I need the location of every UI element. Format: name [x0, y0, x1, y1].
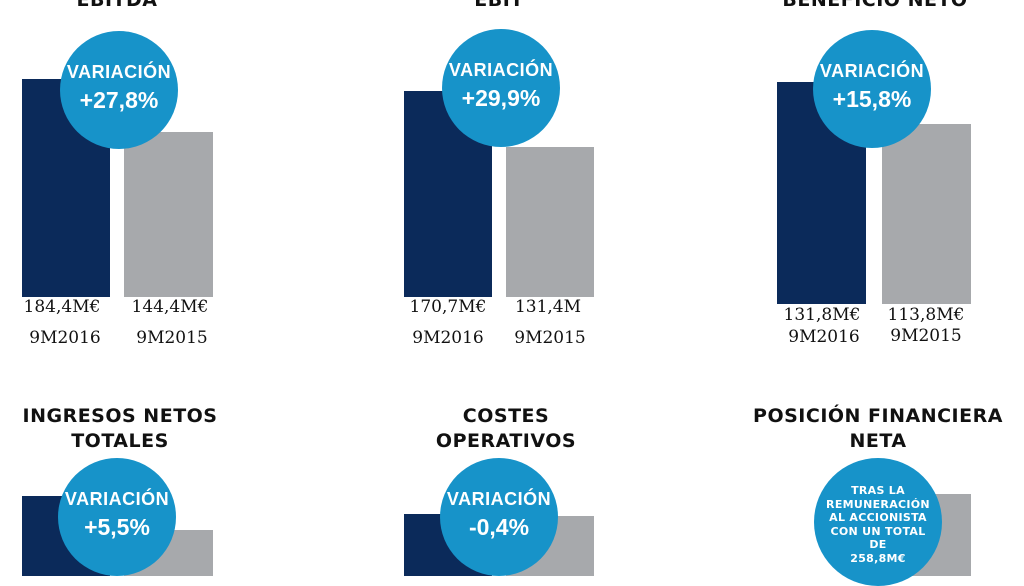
chart-title-line: NETA — [849, 430, 907, 452]
variation-label: VARIACIÓN — [446, 489, 552, 509]
category-label: 9M2015 — [502, 328, 598, 348]
bar-9m2015 — [882, 124, 971, 304]
note-line: TRAS LA — [851, 484, 905, 497]
category-label: 9M2015 — [124, 328, 220, 348]
note-line: CON UN TOTAL DE — [830, 524, 926, 552]
variation-label: VARIACIÓN — [819, 61, 925, 81]
bar-value-label: 170,7M€ — [400, 297, 496, 317]
chart-title-line: INGRESOS NETOS — [22, 405, 218, 427]
note-line: REMUNERACIÓN — [826, 497, 930, 511]
variation-badge: VARIACIÓN +5,5% — [58, 458, 176, 576]
bar-9m2015 — [506, 147, 594, 301]
variation-label: VARIACIÓN — [64, 489, 170, 509]
variation-value: +27,8% — [79, 87, 159, 113]
chart-title: INGRESOS NETOS TOTALES — [10, 404, 230, 454]
note-text: TRAS LA REMUNERACIÓN AL ACCIONISTA CON U… — [814, 484, 942, 565]
variation-value: +5,5% — [84, 514, 150, 540]
bar-value-label: 113,8M€ — [878, 305, 974, 325]
chart-title-line: POSICIÓN FINANCIERA — [753, 405, 1003, 427]
note-line: AL ACCIONISTA — [829, 511, 927, 524]
variation-value: +15,8% — [832, 86, 912, 112]
variation-label: VARIACIÓN — [66, 62, 172, 82]
category-label: 9M2016 — [400, 328, 496, 348]
category-label: 9M2015 — [878, 326, 974, 346]
bar-value-label: 144,4M€ — [122, 297, 218, 317]
variation-badge: VARIACIÓN +29,9% — [442, 29, 560, 147]
chart-title: BENEFICIO NETO — [782, 0, 968, 11]
variation-badge: VARIACIÓN -0,4% — [440, 458, 558, 576]
chart-title: POSICIÓN FINANCIERA NETA — [745, 404, 1011, 454]
variation-badge: VARIACIÓN +15,8% — [813, 30, 931, 148]
variation-badge: VARIACIÓN +27,8% — [60, 31, 178, 149]
category-label: 9M2016 — [776, 327, 872, 347]
chart-title: EBITDA — [76, 0, 158, 11]
variation-value: -0,4% — [468, 514, 530, 540]
bar-9m2015 — [124, 132, 213, 304]
category-label: 9M2016 — [17, 328, 113, 348]
chart-title: EBIT — [474, 0, 524, 11]
chart-title-line: TOTALES — [71, 430, 169, 452]
note-line: 258,8M€ — [850, 551, 906, 565]
chart-title-line: COSTES — [462, 405, 550, 427]
bar-value-label: 184,4M€ — [14, 297, 110, 317]
variation-label: VARIACIÓN — [448, 60, 554, 80]
chart-title-line: OPERATIVOS — [435, 430, 577, 452]
bar-value-label: 131,4M — [500, 297, 596, 317]
note-badge: TRAS LA REMUNERACIÓN AL ACCIONISTA CON U… — [814, 458, 942, 586]
chart-title: COSTES OPERATIVOS — [396, 404, 616, 454]
bar-value-label: 131,8M€ — [774, 305, 870, 325]
variation-value: +29,9% — [461, 85, 541, 111]
